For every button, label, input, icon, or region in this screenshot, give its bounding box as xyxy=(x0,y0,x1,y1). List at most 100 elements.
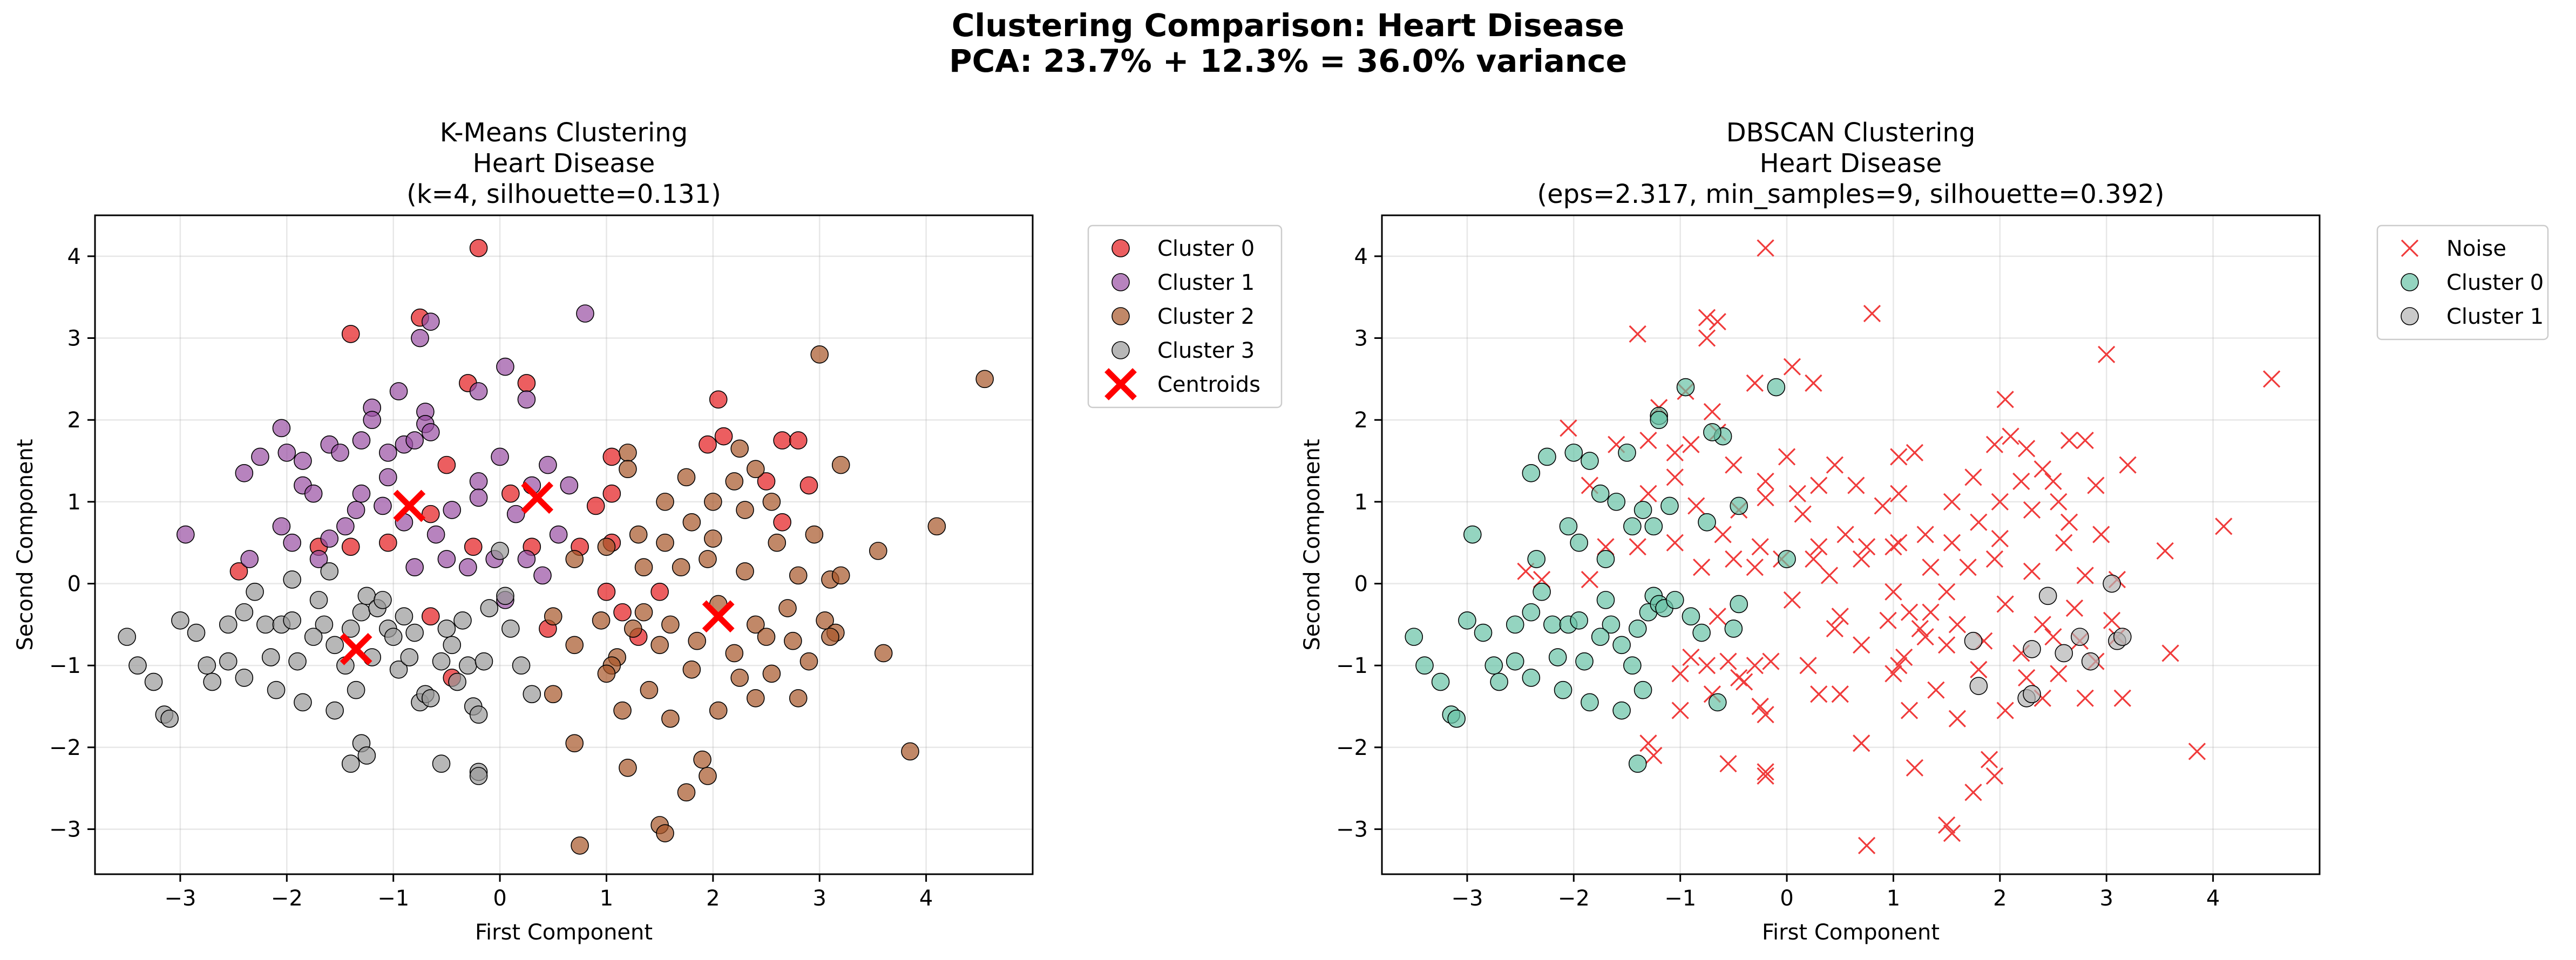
dbscan-noise-point-b xyxy=(1629,538,1646,556)
dbscan-point xyxy=(1581,452,1599,470)
kmeans-xtick-label: 1 xyxy=(600,886,613,911)
kmeans-point xyxy=(619,460,637,478)
dbscan-noise-point-b xyxy=(1922,603,1940,621)
dbscan-point xyxy=(1506,615,1524,634)
kmeans-legend-label: Cluster 2 xyxy=(1157,304,1255,329)
kmeans-point xyxy=(320,529,339,548)
kmeans-legend-label: Cluster 1 xyxy=(1157,270,1255,295)
dbscan-noise-point-b xyxy=(1698,657,1716,675)
kmeans-point xyxy=(512,656,531,675)
dbscan-noise-point-b xyxy=(1757,706,1774,724)
kmeans-point xyxy=(757,628,776,646)
kmeans-point xyxy=(405,431,424,450)
dbscan-noise-point-b xyxy=(1863,304,1881,323)
kmeans-point xyxy=(240,550,259,568)
dbscan-noise-point-b xyxy=(1666,468,1684,486)
dbscan-noise-point-b xyxy=(2076,689,2094,707)
kmeans-point xyxy=(517,374,536,392)
dbscan-series-noise xyxy=(1517,239,2281,855)
dbscan-legend-box xyxy=(2376,224,2549,341)
dbscan-noise-point-b xyxy=(1938,583,1956,601)
kmeans-axes-frame xyxy=(94,214,1034,875)
dbscan-xtick-label: 1 xyxy=(1887,886,1900,911)
kmeans-point xyxy=(682,513,701,532)
dbscan-noise-point-b xyxy=(1884,538,1902,556)
dbscan-noise-point-b xyxy=(1746,374,1764,392)
dbscan-point xyxy=(1463,525,1482,544)
kmeans-point xyxy=(421,607,440,626)
dbscan-point xyxy=(1607,493,1626,511)
kmeans-point xyxy=(491,542,509,560)
kmeans-point xyxy=(347,680,365,699)
kmeans-point xyxy=(374,496,392,515)
kmeans-point xyxy=(789,431,808,450)
dbscan-noise-point-b xyxy=(1884,583,1902,601)
dbscan-noise-point-b xyxy=(1709,313,1726,331)
dbscan-noise-point-b xyxy=(2033,616,2051,634)
dbscan-noise-point-b xyxy=(1703,403,1721,421)
kmeans-point xyxy=(762,664,781,683)
kmeans-point xyxy=(746,689,765,707)
kmeans-point xyxy=(789,566,808,585)
kmeans-point xyxy=(374,591,392,609)
kmeans-point xyxy=(187,623,206,642)
kmeans-point xyxy=(693,750,711,769)
dbscan-noise-point-b xyxy=(1895,648,1913,666)
kmeans-point xyxy=(246,582,264,601)
dbscan-noise-point-b xyxy=(1581,570,1599,589)
kmeans-point xyxy=(619,444,637,462)
dbscan-noise-point-b xyxy=(1714,526,1732,543)
kmeans-point xyxy=(634,558,653,577)
kmeans-point xyxy=(544,607,562,626)
dbscan-point xyxy=(1730,496,1748,515)
dbscan-point xyxy=(1575,652,1594,671)
kmeans-y-axis-label: Second Component xyxy=(13,439,38,650)
dbscan-legend-label: Cluster 0 xyxy=(2446,270,2544,295)
kmeans-point xyxy=(736,501,754,519)
dbscan-point xyxy=(1612,636,1631,655)
dbscan-ytick-label: 3 xyxy=(1354,326,1368,351)
dbscan-noise-point-b xyxy=(1666,534,1684,552)
kmeans-legend-marker xyxy=(1111,307,1130,325)
dbscan-legend-marker-b xyxy=(2401,239,2419,257)
dbscan-noise-point-b xyxy=(2215,518,2233,535)
kmeans-legend-label: Cluster 3 xyxy=(1157,338,1255,363)
kmeans-point xyxy=(304,484,323,503)
dbscan-point xyxy=(2038,587,2057,605)
dbscan-point xyxy=(1708,693,1727,712)
dbscan-noise-point-b xyxy=(2060,431,2078,450)
kmeans-point xyxy=(869,542,887,560)
kmeans-point xyxy=(656,533,674,552)
kmeans-point xyxy=(549,525,568,544)
kmeans-legend: Cluster 0 Cluster 1 Cluster 2 Cluster 3 Cent… xyxy=(1087,224,1283,408)
kmeans-point xyxy=(816,611,834,630)
kmeans-point xyxy=(331,444,349,462)
kmeans-point xyxy=(176,525,195,544)
dbscan-noise-point-b xyxy=(1890,448,1908,466)
kmeans-point xyxy=(592,611,611,630)
dbscan-noise-point-b xyxy=(2018,669,2036,687)
kmeans-legend-box xyxy=(1087,224,1283,408)
kmeans-point xyxy=(469,382,488,400)
kmeans-point xyxy=(411,329,429,348)
kmeans-point xyxy=(379,533,397,552)
dbscan-point xyxy=(1559,517,1578,536)
kmeans-series-cluster-0 xyxy=(229,239,818,687)
dbscan-noise-point-b xyxy=(1858,538,1876,556)
kmeans-point xyxy=(725,644,744,663)
dbscan-noise-point-b xyxy=(1639,485,1657,502)
kmeans-point xyxy=(294,693,312,712)
kmeans-point xyxy=(421,505,440,523)
kmeans-legend-label: Cluster 0 xyxy=(1157,236,1255,261)
dbscan-point xyxy=(1490,672,1508,691)
kmeans-point xyxy=(699,435,717,454)
dbscan-xtick-label: 0 xyxy=(1780,886,1793,911)
dbscan-point xyxy=(1628,619,1647,638)
kmeans-point xyxy=(517,550,536,568)
dbscan-noise-point-b xyxy=(2050,493,2067,511)
kmeans-point xyxy=(821,628,839,646)
dbscan-noise-point-b xyxy=(1884,665,1902,683)
kmeans-xtick-label: 0 xyxy=(493,886,506,911)
kmeans-xtick-label: 3 xyxy=(813,886,826,911)
